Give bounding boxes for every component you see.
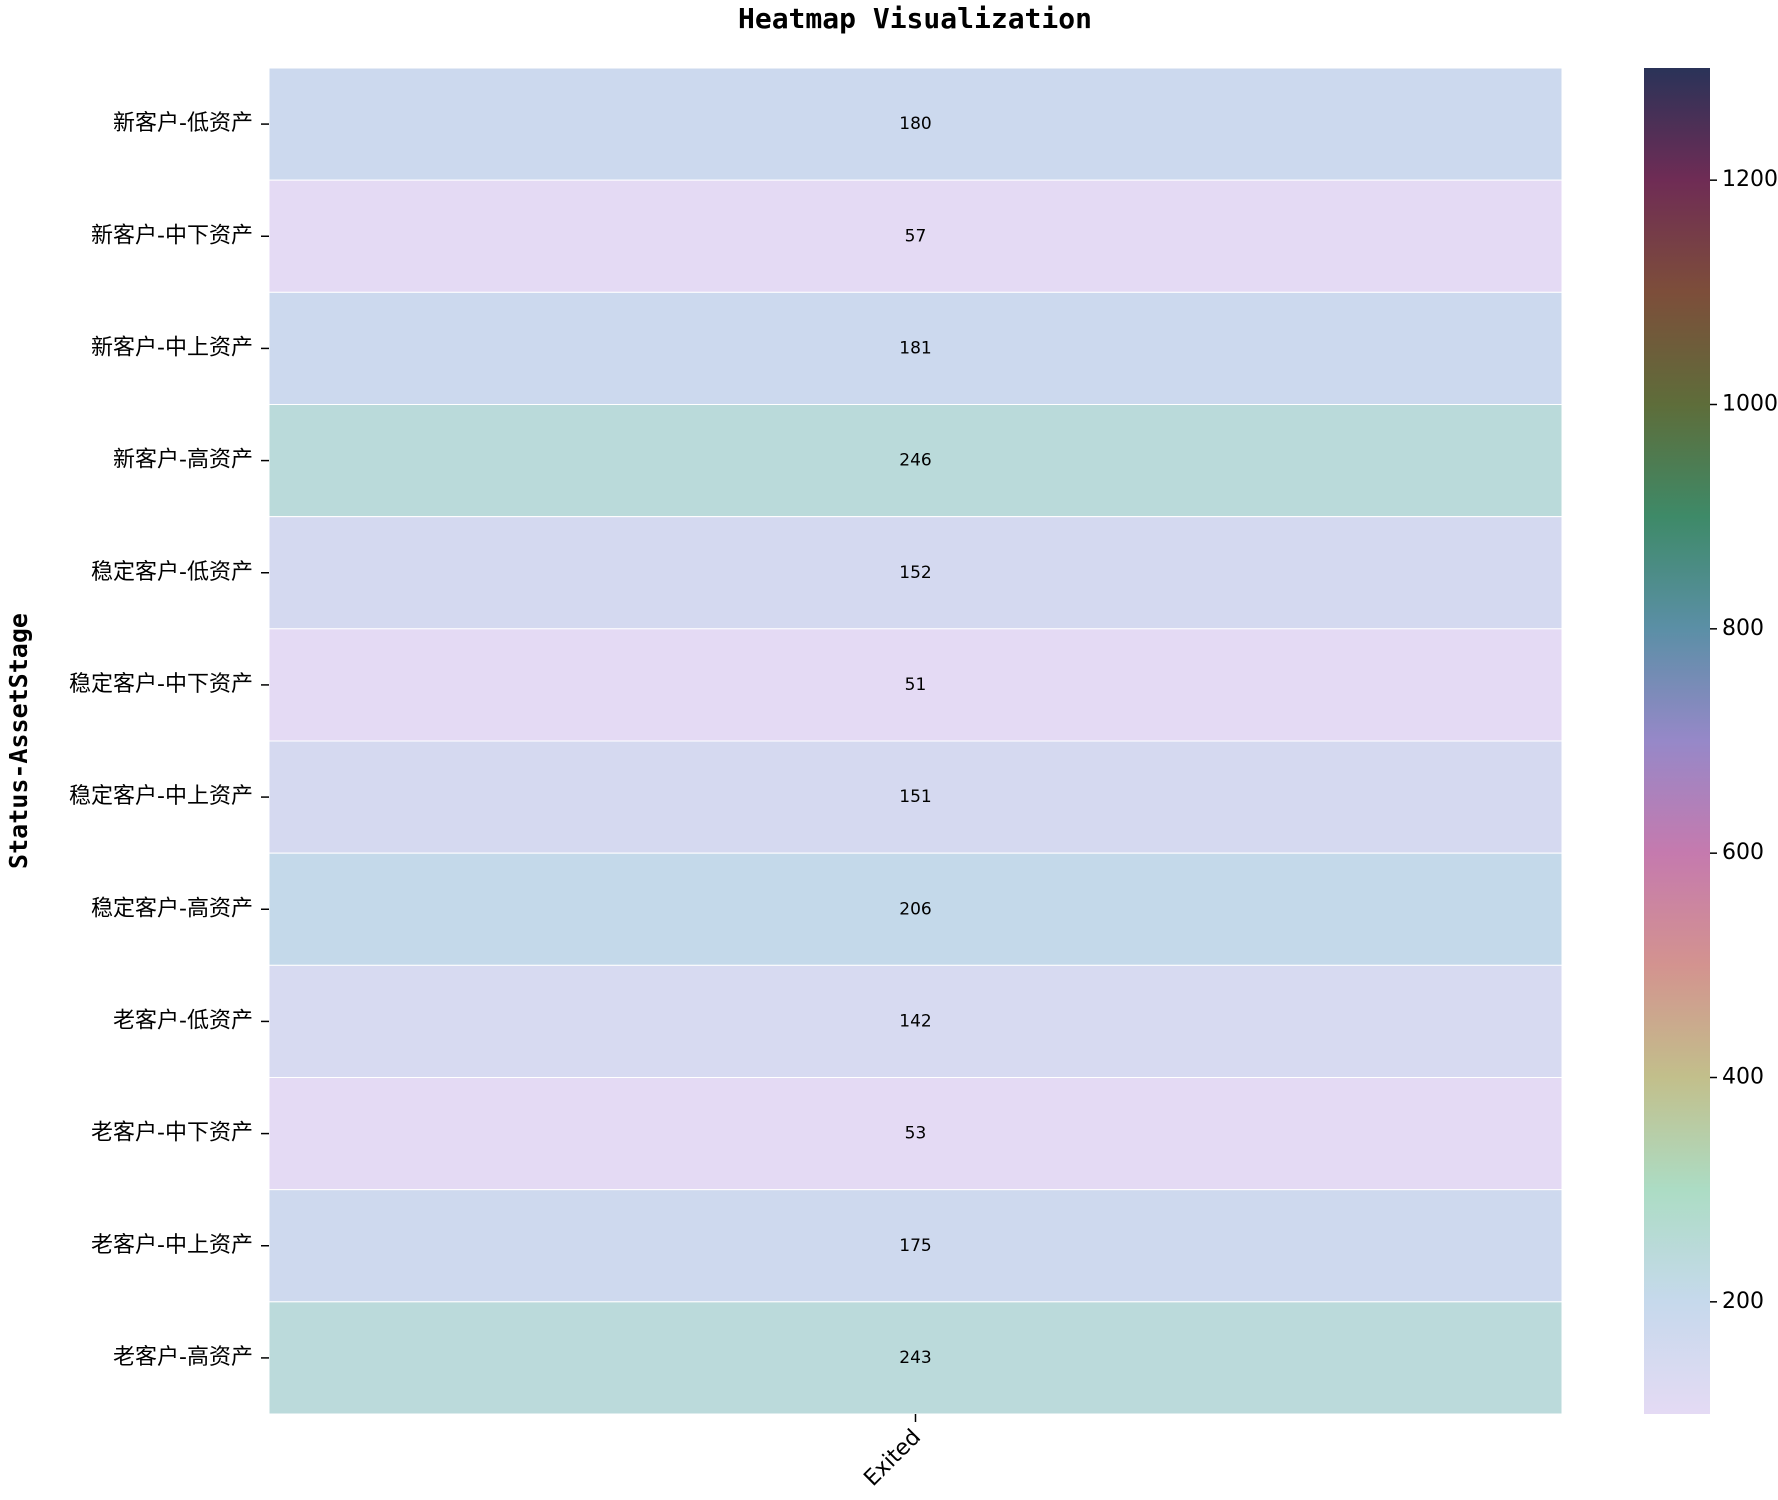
y-tick-label: 新客户-高资产 <box>113 448 253 473</box>
heatmap-cell <box>268 1301 1563 1415</box>
heatmap-cell <box>268 1189 1563 1303</box>
heatmap-cell <box>268 179 1563 293</box>
y-tick-label: 新客户-低资产 <box>113 111 253 136</box>
cell-label: 181 <box>899 338 931 358</box>
y-tick-label: 新客户-中上资产 <box>91 335 253 360</box>
y-tick-label: 老客户-中下资产 <box>91 1121 253 1146</box>
cell-label: 246 <box>899 451 931 471</box>
colorbar-tick-label: 400 <box>1722 1065 1764 1090</box>
cell-label: 206 <box>899 899 931 919</box>
cell-label: 142 <box>899 1011 931 1031</box>
cell-label: 180 <box>899 114 931 134</box>
heatmap-cell <box>268 1077 1563 1191</box>
cell-label: 51 <box>905 675 927 695</box>
x-tick-label: Exited <box>859 1425 926 1492</box>
y-tick-label: 稳定客户-中下资产 <box>69 672 253 697</box>
heatmap-cell <box>268 516 1563 630</box>
y-tick-label: 稳定客户-低资产 <box>91 560 253 585</box>
heatmap-cell <box>268 740 1563 854</box>
colorbar <box>1644 68 1710 1414</box>
cell-label: 243 <box>899 1348 931 1368</box>
colorbar-tick-label: 600 <box>1722 840 1764 865</box>
y-tick-label: 老客户-高资产 <box>113 1345 253 1370</box>
y-tick-label: 老客户-中上资产 <box>91 1233 253 1258</box>
chart-title: Heatmap Visualization <box>738 2 1092 35</box>
y-tick-label: 稳定客户-中上资产 <box>69 784 253 809</box>
colorbar-tick-label: 1000 <box>1722 392 1778 417</box>
cell-label: 53 <box>905 1124 927 1144</box>
colorbar-tick-label: 1200 <box>1722 167 1778 192</box>
y-tick-label: 稳定客户-高资产 <box>91 896 253 921</box>
heatmap-cell <box>268 628 1563 742</box>
heatmap-cell <box>268 852 1563 966</box>
cell-label: 152 <box>899 563 931 583</box>
heatmap-cell <box>268 67 1563 181</box>
cell-label: 175 <box>899 1236 931 1256</box>
heatmap-cell <box>268 404 1563 518</box>
y-tick-label: 新客户-中下资产 <box>91 223 253 248</box>
colorbar-tick-label: 800 <box>1722 616 1764 641</box>
y-axis-label: Status-AssetStage <box>4 613 33 869</box>
cell-label: 151 <box>899 787 931 807</box>
cell-label: 57 <box>905 226 927 246</box>
y-tick-label: 老客户-低资产 <box>113 1008 253 1033</box>
heatmap-cell <box>268 291 1563 406</box>
colorbar-tick-label: 200 <box>1722 1289 1764 1314</box>
